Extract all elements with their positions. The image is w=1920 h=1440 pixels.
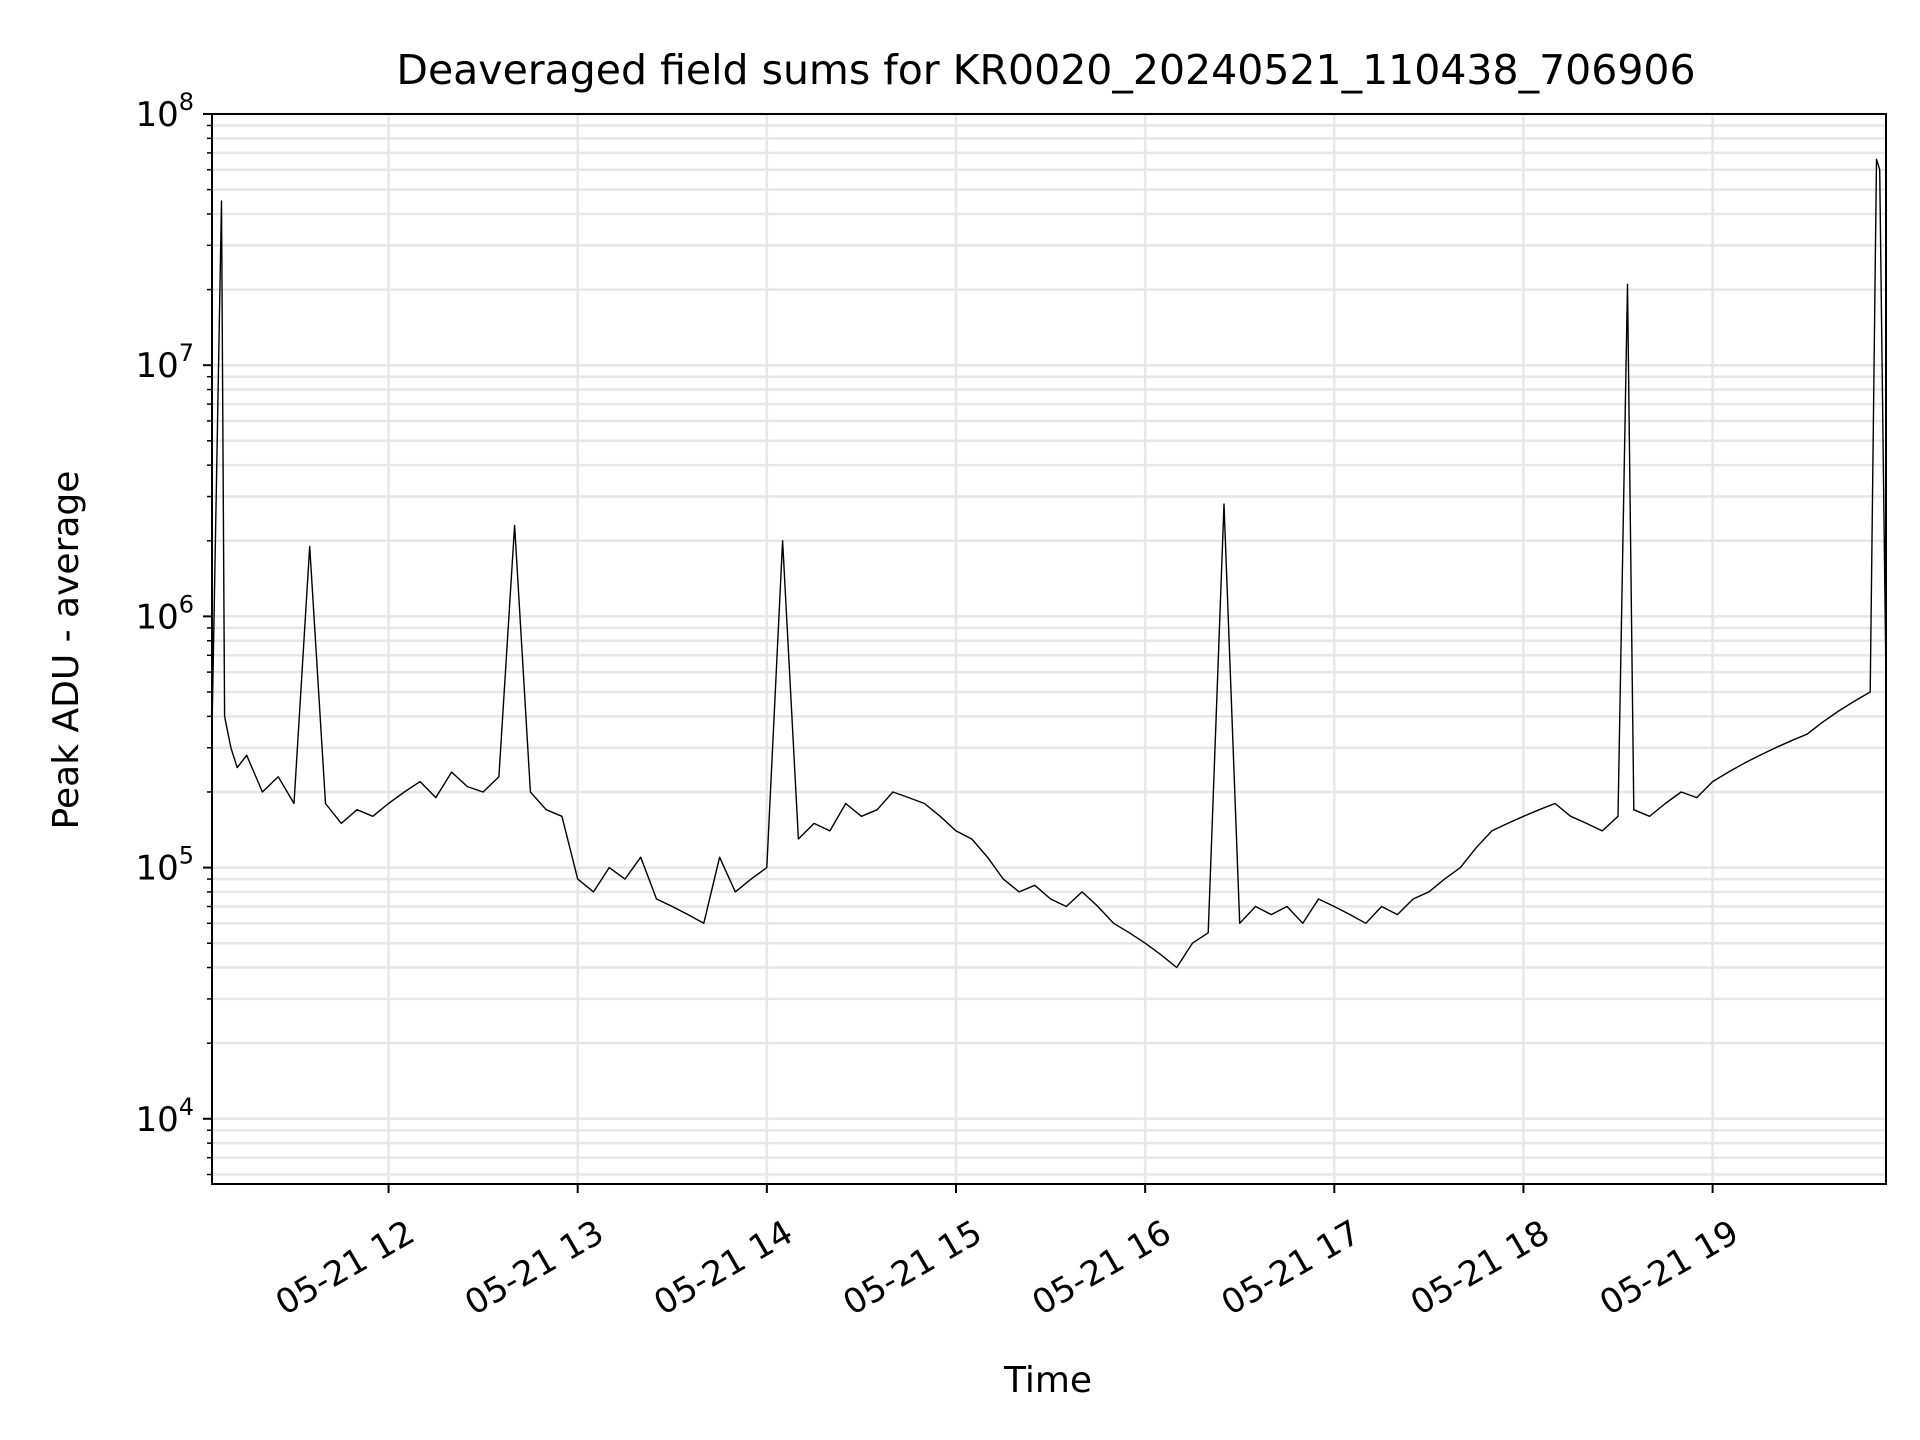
x-axis-label: Time [1003,1360,1092,1401]
grid [212,112,1886,1184]
y-tick-label: 108 [135,88,194,135]
y-tick-base: 10 [135,1100,178,1140]
y-tick-label: 104 [135,1093,194,1140]
y-tick-base: 10 [135,849,178,889]
y-tick-label: 105 [135,842,194,889]
y-tick-base: 10 [135,597,178,637]
y-tick-exponent: 5 [179,842,194,870]
y-tick-label: 107 [135,339,194,386]
y-tick-exponent: 8 [179,88,194,116]
y-tick-exponent: 7 [179,339,194,367]
y-tick-label: 106 [135,590,194,637]
plot-frame [211,113,1887,1185]
y-tick-exponent: 6 [179,590,194,618]
y-tick-base: 10 [135,95,178,135]
series-layer [211,158,1887,969]
series-line [211,158,1887,969]
y-tick-exponent: 4 [179,1093,194,1121]
y-axis-label: Peak ADU - average [46,471,87,830]
y-tick-base: 10 [135,346,178,386]
chart-title: Deaveraged field sums for KR0020_2024052… [396,46,1695,94]
